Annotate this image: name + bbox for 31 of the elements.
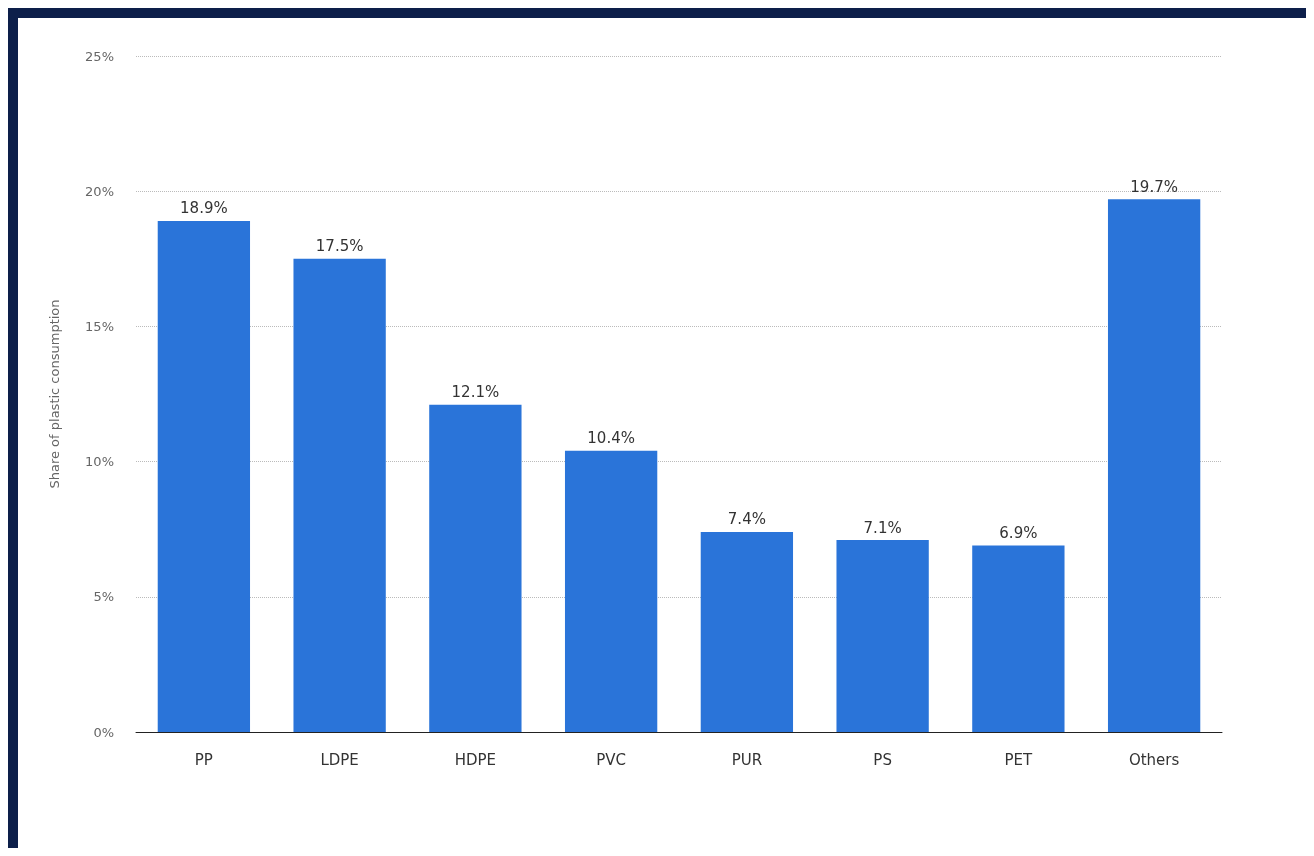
bar — [429, 404, 522, 732]
bar — [836, 540, 929, 732]
data-label: 12.1% — [451, 383, 500, 402]
bar — [972, 545, 1065, 732]
y-axis-title: Share of plastic consumption — [47, 299, 62, 489]
x-tick-label: PET — [1004, 750, 1034, 769]
x-tick-label: LDPE — [320, 750, 359, 769]
data-label: 10.4% — [587, 429, 635, 448]
bar — [293, 258, 386, 732]
x-tick-label: PVC — [596, 750, 627, 769]
bar — [700, 531, 794, 732]
y-tick-label: 25% — [85, 48, 114, 64]
data-label: 19.7% — [1130, 177, 1178, 196]
x-tick-label: PP — [194, 750, 213, 769]
y-tick-label: 15% — [85, 318, 114, 334]
y-tick-label: 20% — [85, 183, 114, 199]
data-label: 6.9% — [999, 523, 1038, 542]
data-label: 7.1% — [863, 518, 902, 537]
bar — [1107, 199, 1201, 732]
data-label: 17.5% — [315, 237, 364, 256]
data-label: 7.4% — [727, 510, 766, 529]
y-tick-label: 10% — [85, 454, 114, 470]
y-tick-label: 5% — [93, 589, 114, 605]
bar — [564, 450, 658, 732]
x-tick-label: HDPE — [454, 750, 497, 769]
x-tick-label: PS — [873, 750, 892, 769]
data-label: 18.9% — [180, 199, 228, 218]
y-tick-label: 0% — [93, 724, 114, 740]
x-tick-label: Others — [1128, 750, 1180, 769]
bar — [157, 220, 251, 732]
x-tick-label: PUR — [731, 750, 763, 769]
